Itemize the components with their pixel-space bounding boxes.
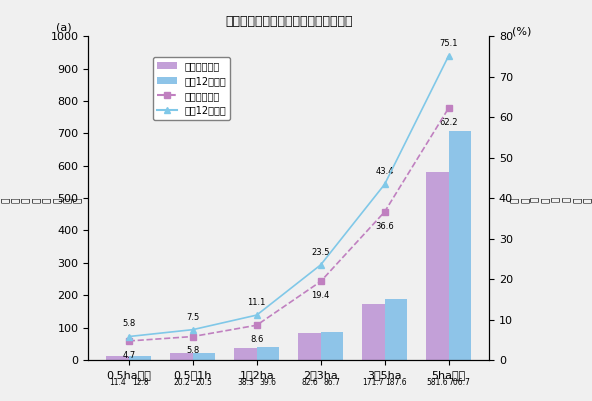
Bar: [170, 353, 193, 360]
Text: 86.7: 86.7: [323, 378, 340, 387]
Text: 12.8: 12.8: [132, 378, 149, 387]
Text: 36.6: 36.6: [375, 221, 394, 231]
Text: 5.8: 5.8: [122, 320, 136, 328]
平成12年割合: [253, 313, 260, 318]
平成７年割合: [381, 209, 388, 214]
平成12年割合: [126, 334, 133, 339]
Text: 11.1: 11.1: [247, 298, 266, 307]
Text: 39.6: 39.6: [259, 378, 276, 387]
Text: 20.5: 20.5: [195, 378, 213, 387]
Text: 借
入
農
家
一
戸
当
た
り
借
入
耕
地
面
積: 借 入 農 家 一 戸 当 た り 借 入 耕 地 面 積: [0, 198, 83, 203]
平成７年割合: [317, 279, 324, 284]
Text: 38.3: 38.3: [237, 378, 254, 387]
Text: 581.6: 581.6: [427, 378, 448, 387]
Title: 図６　経営耕地規模別の耕地の借入状: 図６ 経営耕地規模別の耕地の借入状: [225, 15, 352, 28]
Y-axis label: (%): (%): [511, 26, 531, 36]
Text: 23.5: 23.5: [311, 248, 330, 257]
平成７年割合: [253, 323, 260, 328]
Y-axis label: (a): (a): [56, 23, 72, 33]
Text: 19.4: 19.4: [311, 291, 330, 300]
Text: 43.4: 43.4: [375, 167, 394, 176]
平成７年割合: [445, 106, 452, 111]
平成７年割合: [189, 334, 197, 339]
Text: 62.2: 62.2: [439, 118, 458, 127]
Text: 5.8: 5.8: [186, 346, 200, 355]
Text: 75.1: 75.1: [439, 39, 458, 48]
Text: 82.6: 82.6: [301, 378, 318, 387]
Text: 11.4: 11.4: [110, 378, 126, 387]
Text: 20.2: 20.2: [173, 378, 190, 387]
Text: 171.7: 171.7: [363, 378, 384, 387]
平成12年割合: [381, 182, 388, 187]
Bar: [362, 304, 385, 360]
平成12年割合: [189, 327, 197, 332]
Bar: [426, 172, 449, 360]
Bar: [234, 348, 257, 360]
平成12年割合: [317, 263, 324, 267]
Line: 平成12年割合: 平成12年割合: [126, 53, 451, 339]
Text: 187.6: 187.6: [385, 378, 407, 387]
Bar: [129, 356, 151, 360]
Bar: [257, 347, 279, 360]
Text: 4.7: 4.7: [122, 351, 136, 360]
Bar: [298, 333, 321, 360]
Text: 耕
地
 に
占
 め
 る
借
入
耕
地
面
積
割
合: 耕 地 に 占 め る 借 入 耕 地 面 積 割 合: [511, 196, 592, 205]
Bar: [385, 299, 407, 360]
Text: 706.7: 706.7: [449, 378, 471, 387]
Bar: [107, 356, 129, 360]
Text: 7.5: 7.5: [186, 312, 200, 322]
平成12年割合: [445, 54, 452, 59]
Legend: 平成７年面積, 平成12年面積, 平成７年割合, 平成12年割合: 平成７年面積, 平成12年面積, 平成７年割合, 平成12年割合: [153, 57, 230, 119]
Bar: [321, 332, 343, 360]
Line: 平成７年割合: 平成７年割合: [126, 105, 451, 344]
Bar: [193, 353, 215, 360]
Bar: [449, 131, 471, 360]
Text: 8.6: 8.6: [250, 335, 263, 344]
平成７年割合: [126, 338, 133, 343]
